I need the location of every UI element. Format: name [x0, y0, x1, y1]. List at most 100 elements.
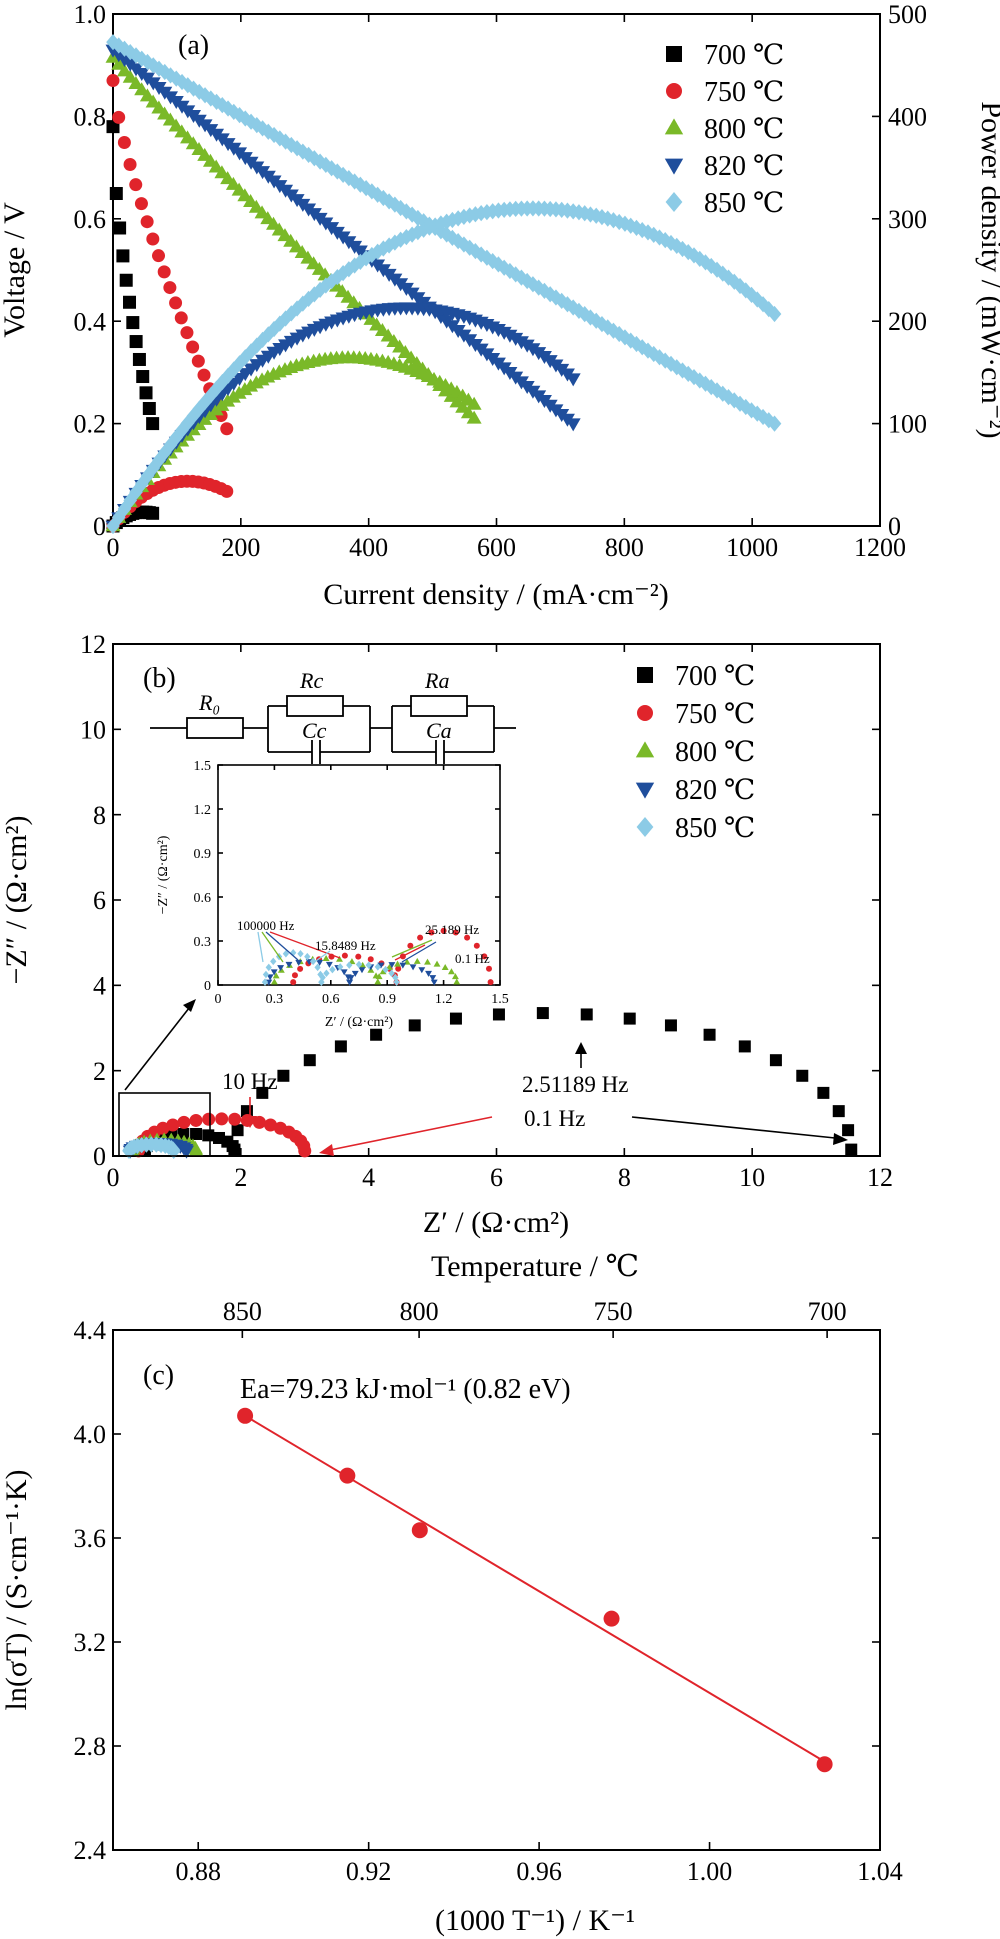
x2-tick-label: 850 [223, 1297, 262, 1326]
x-tick-label: 0.6 [322, 992, 340, 1007]
voltage-point [629, 335, 644, 353]
inset-point [441, 963, 449, 970]
circuit-label-rc: Rc [299, 668, 323, 693]
voltage-point [520, 272, 535, 290]
voltage-point [675, 362, 690, 379]
impedance-point [177, 1127, 190, 1140]
panel-a: 0 200 400 600 800 1000 120000.20.40.60.81.0010… [0, 0, 1000, 611]
inset-point [451, 973, 459, 980]
power-point [721, 269, 736, 286]
voltage-point [169, 296, 183, 310]
voltage-point [122, 69, 138, 83]
annotation-0-1hz-red-arrowhead [319, 1144, 334, 1156]
inset-point [374, 978, 382, 985]
voltage-point [687, 369, 701, 386]
power-point [629, 219, 644, 237]
y-tick-label: 0.8 [74, 103, 107, 132]
legend-label: 800 ℃ [704, 114, 784, 145]
impedance-point [536, 1007, 549, 1020]
power-point [675, 240, 690, 258]
y-tick-label: 0.6 [74, 205, 107, 234]
voltage-point [652, 349, 667, 366]
impedance-point [263, 1118, 277, 1132]
inset-point [262, 970, 270, 979]
inset-point [314, 963, 321, 972]
x-tick-label: 200 [221, 533, 260, 562]
power-point [652, 229, 667, 246]
circuit-label-ra: Ra [424, 668, 449, 693]
inset-point [319, 973, 326, 982]
inset-point [285, 961, 293, 968]
inset-point [407, 942, 414, 949]
x-tick-label: 0.96 [516, 1857, 562, 1886]
impedance-point [845, 1143, 858, 1156]
inset-point [291, 972, 298, 979]
inset-point [336, 955, 343, 962]
panel-a-xlabel: Current density / (mA·cm⁻²) [323, 578, 669, 611]
inset-point [374, 963, 381, 971]
inset-point [355, 960, 363, 969]
power-point [756, 296, 770, 313]
x-tick-label: 0.9 [378, 992, 396, 1007]
inset-point [485, 965, 492, 972]
x-tick-label: 1.04 [857, 1857, 903, 1886]
panel-a-ylabel: Voltage / V [0, 202, 31, 338]
arrhenius-point [816, 1756, 833, 1773]
impedance-point [215, 1112, 229, 1126]
circuit-label-cc: Cc [302, 718, 327, 743]
impedance-point [252, 1115, 266, 1129]
voltage-point [134, 197, 148, 211]
panel-a-label: (a) [178, 30, 209, 61]
inset-point [359, 961, 367, 968]
inset-point [323, 969, 330, 978]
inset-point [388, 969, 395, 978]
power-point [146, 506, 160, 520]
voltage-point [142, 401, 156, 415]
voltage-point [106, 74, 120, 88]
y-tick-label: 0.3 [194, 935, 212, 950]
power-point [220, 484, 234, 498]
voltage-point [566, 299, 581, 316]
y-tick-label: 0 [204, 979, 211, 994]
annotation-2-51189hz: 2.51189 Hz [522, 1072, 628, 1097]
inset-point [304, 952, 311, 961]
inset-point [282, 949, 290, 958]
x-tick-label: 0 [107, 1163, 120, 1192]
inset-point [266, 974, 274, 981]
impedance-point [166, 1142, 181, 1160]
voltage-point [109, 187, 123, 201]
voltage-point [119, 273, 133, 287]
inset-point [290, 979, 297, 986]
x-tick-label: 1.2 [435, 992, 453, 1007]
voltage-point [710, 382, 724, 399]
voltage-point [123, 157, 137, 171]
power-point [186, 407, 201, 424]
impedance-point [177, 1115, 191, 1129]
x-tick-label: 2 [234, 1163, 247, 1192]
legend-marker [666, 83, 682, 99]
power-point [623, 217, 638, 234]
power-point [710, 261, 724, 278]
x-tick-label: 400 [349, 533, 388, 562]
y-tick-label: 10 [80, 715, 106, 744]
inset-point [272, 972, 280, 979]
power-point [565, 373, 581, 387]
voltage-point [123, 295, 137, 309]
y-tick-label: 0.4 [74, 307, 107, 336]
inset-point [440, 927, 447, 934]
voltage-point [623, 332, 638, 349]
panel-b-ylabel: −Z″ / (Ω·cm²) [0, 816, 33, 985]
inset-point [346, 979, 354, 986]
voltage-point [136, 370, 150, 384]
inset-point [430, 979, 438, 986]
annotation-10hz-arrowhead [243, 1116, 257, 1128]
impedance-point [796, 1069, 809, 1082]
inset-point [270, 957, 277, 966]
panel-b-ticks: 0 2 4 6 8 10 12 0 2 4 6 8 10 12 [80, 630, 893, 1192]
panel-a-series [105, 34, 782, 535]
panel-a-legend: 700 ℃ 750 ℃ 800 ℃ 820 ℃ 850 ℃ [664, 40, 784, 219]
inset-point [481, 953, 488, 960]
voltage-point [503, 262, 517, 280]
x-tick-label: 6 [490, 1163, 503, 1192]
